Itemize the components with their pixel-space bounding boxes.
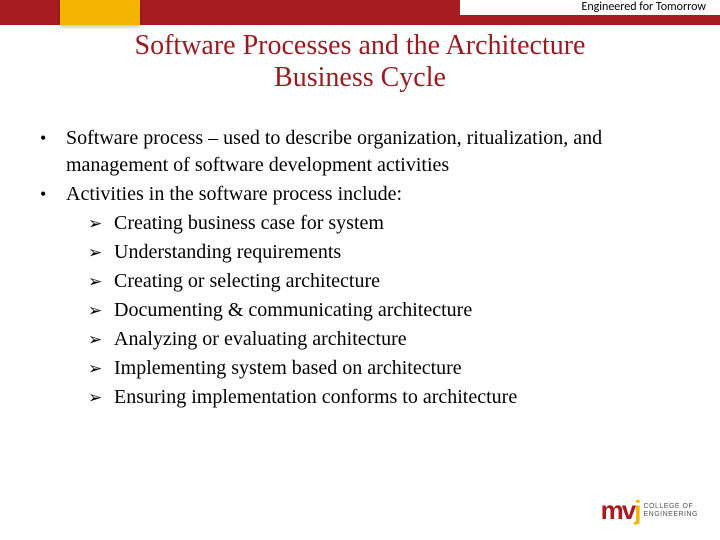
header-band: Engineered for Tomorrow (0, 0, 720, 25)
arrow-icon (88, 326, 114, 353)
sub-bullet-text: Implementing system based on architectur… (114, 355, 690, 382)
arrow-icon (88, 210, 114, 237)
sub-bullet-item: Creating business case for system (88, 210, 690, 237)
arrow-icon (88, 297, 114, 324)
arrow-icon (88, 239, 114, 266)
logo-subtext: COLLEGE OF ENGINEERING (643, 503, 698, 518)
sub-bullet-text: Documenting & communicating architecture (114, 297, 690, 324)
bullet-text: Activities in the software process inclu… (66, 181, 690, 208)
slide-body: Software process – used to describe orga… (40, 125, 690, 413)
sub-bullet-text: Analyzing or evaluating architecture (114, 326, 690, 353)
slide-title: Software Processes and the Architecture … (0, 30, 720, 94)
arrow-icon (88, 355, 114, 382)
bullet-icon (40, 181, 66, 208)
sub-bullet-item: Ensuring implementation conforms to arch… (88, 384, 690, 411)
logo-letter-j: j (634, 495, 639, 525)
arrow-icon (88, 384, 114, 411)
bullet-icon (40, 125, 66, 152)
sub-bullet-text: Understanding requirements (114, 239, 690, 266)
title-line-1: Software Processes and the Architecture (135, 30, 586, 61)
sub-bullet-item: Analyzing or evaluating architecture (88, 326, 690, 353)
bullet-item: Software process – used to describe orga… (40, 125, 690, 179)
arrow-icon (88, 268, 114, 295)
sub-bullet-text: Creating or selecting architecture (114, 268, 690, 295)
logo-text-line-1: COLLEGE OF (643, 503, 698, 510)
sub-bullet-item: Understanding requirements (88, 239, 690, 266)
sub-bullet-item: Documenting & communicating architecture (88, 297, 690, 324)
sub-bullet-item: Implementing system based on architectur… (88, 355, 690, 382)
sub-bullet-text: Ensuring implementation conforms to arch… (114, 384, 690, 411)
sub-bullet-text: Creating business case for system (114, 210, 690, 237)
header-tagline: Engineered for Tomorrow (581, 0, 706, 14)
logo-text-line-2: ENGINEERING (643, 511, 698, 518)
slide: Engineered for Tomorrow Software Process… (0, 0, 720, 540)
logo-mark: mvj (601, 495, 640, 526)
logo-letter-m: m (601, 495, 622, 525)
footer-logo: mvj COLLEGE OF ENGINEERING (601, 495, 698, 526)
logo-letter-v: v (622, 495, 634, 525)
sub-bullet-item: Creating or selecting architecture (88, 268, 690, 295)
bullet-text: Software process – used to describe orga… (66, 125, 690, 179)
bullet-item: Activities in the software process inclu… (40, 181, 690, 208)
title-line-2: Business Cycle (274, 62, 446, 93)
header-accent-block (60, 0, 140, 25)
